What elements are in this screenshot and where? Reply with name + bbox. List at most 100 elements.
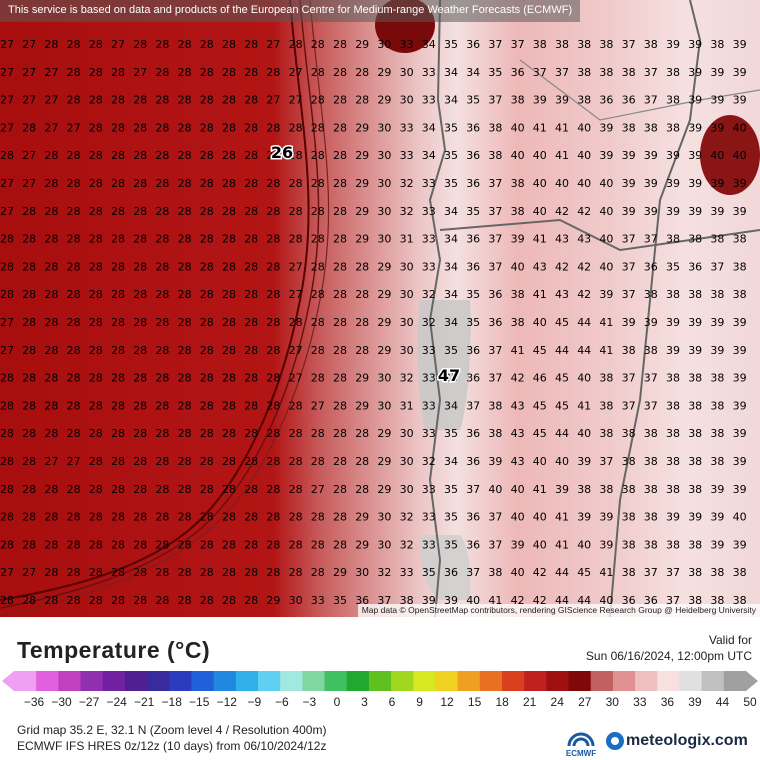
grid-value: 33 xyxy=(422,399,436,412)
grid-value: 28 xyxy=(311,455,325,468)
grid-value: 45 xyxy=(533,399,547,412)
grid-value: 28 xyxy=(111,511,125,524)
grid-value: 37 xyxy=(599,455,613,468)
grid-value: 28 xyxy=(22,511,36,524)
grid-value: 37 xyxy=(622,399,636,412)
temperature-map[interactable]: 27 27 28 28 28 27 28 28 28 28 28 28 27 28 28 28 29 30 33 34… xyxy=(0,0,760,617)
grid-value: 38 xyxy=(710,372,724,385)
grid-value: 28 xyxy=(244,260,258,273)
grid-value: 29 xyxy=(377,66,391,79)
grid-value: 38 xyxy=(511,205,525,218)
grid-value: 30 xyxy=(289,594,303,607)
grid-value: 37 xyxy=(710,260,724,273)
grid-value: 28 xyxy=(111,483,125,496)
grid-value: 39 xyxy=(622,205,636,218)
grid-value: 38 xyxy=(599,372,613,385)
grid-value: 39 xyxy=(710,344,724,357)
grid-value: 38 xyxy=(511,288,525,301)
grid-value: 37 xyxy=(488,372,502,385)
grid-value: 39 xyxy=(666,38,680,51)
grid-value: 28 xyxy=(155,66,169,79)
grid-value: 29 xyxy=(377,94,391,107)
scale-tick-label: 50 xyxy=(743,695,757,709)
grid-value: 40 xyxy=(733,511,747,524)
ecmwf-disclaimer: This service is based on data and produc… xyxy=(0,0,581,22)
grid-value: 39 xyxy=(599,149,613,162)
grid-value: 39 xyxy=(422,594,436,607)
grid-value: 31 xyxy=(400,233,414,246)
scale-color-step xyxy=(657,671,680,691)
value-grid: 27 27 28 28 28 27 28 28 28 28 28 28 27 28 28 28 29 30 33 34… xyxy=(0,38,747,607)
grid-value: 37 xyxy=(555,66,569,79)
grid-value: 41 xyxy=(533,483,547,496)
grid-value: 28 xyxy=(89,260,103,273)
grid-value: 28 xyxy=(67,205,81,218)
grid-value: 35 xyxy=(444,427,458,440)
grid-value: 41 xyxy=(533,288,547,301)
grid-value: 36 xyxy=(466,427,480,440)
meteologix-logo[interactable]: meteologix.com xyxy=(606,729,748,753)
grid-value: 39 xyxy=(733,399,747,412)
grid-value: 38 xyxy=(688,566,702,579)
grid-value: 28 xyxy=(111,594,125,607)
ecmwf-logo[interactable]: ECMWF xyxy=(561,728,601,758)
grid-value: 28 xyxy=(0,455,14,468)
grid-value: 38 xyxy=(688,399,702,412)
grid-value: 35 xyxy=(488,66,502,79)
scale-color-step xyxy=(590,671,614,691)
grid-value: 28 xyxy=(311,149,325,162)
grid-value: 28 xyxy=(133,121,147,134)
grid-value: 28 xyxy=(133,149,147,162)
grid-value: 39 xyxy=(733,94,747,107)
grid-value: 37 xyxy=(488,538,502,551)
grid-value: 28 xyxy=(155,260,169,273)
grid-value: 28 xyxy=(155,427,169,440)
grid-value: 40 xyxy=(577,121,591,134)
grid-value: 28 xyxy=(111,316,125,329)
scale-color-step xyxy=(368,671,392,691)
grid-value: 28 xyxy=(67,483,81,496)
grid-value: 42 xyxy=(533,594,547,607)
grid-value: 28 xyxy=(266,260,280,273)
grid-value: 28 xyxy=(22,121,36,134)
grid-value: 39 xyxy=(688,177,702,190)
grid-value: 28 xyxy=(111,121,125,134)
grid-value: 28 xyxy=(200,566,214,579)
grid-value: 28 xyxy=(355,288,369,301)
grid-value: 38 xyxy=(666,233,680,246)
grid-value: 28 xyxy=(155,399,169,412)
contour-line xyxy=(0,0,320,609)
grid-value: 32 xyxy=(400,538,414,551)
grid-value: 28 xyxy=(222,66,236,79)
grid-value: 38 xyxy=(555,38,569,51)
grid-value: 30 xyxy=(377,177,391,190)
grid-value: 27 xyxy=(133,66,147,79)
grid-value: 38 xyxy=(488,566,502,579)
grid-value: 44 xyxy=(577,594,591,607)
grid-value: 36 xyxy=(488,316,502,329)
grid-value: 28 xyxy=(133,288,147,301)
grid-value: 28 xyxy=(289,149,303,162)
grid-value: 39 xyxy=(688,511,702,524)
grid-value: 28 xyxy=(222,121,236,134)
grid-value: 28 xyxy=(311,233,325,246)
grid-value: 28 xyxy=(200,344,214,357)
grid-value: 28 xyxy=(67,427,81,440)
grid-value: 28 xyxy=(266,316,280,329)
map-canvas: 27 27 28 28 28 27 28 28 28 28 28 28 27 28 28 28 29 30 33 34… xyxy=(0,0,760,617)
grid-value: 28 xyxy=(133,483,147,496)
scale-color-step xyxy=(169,671,192,691)
grid-value: 34 xyxy=(444,288,458,301)
grid-value: 38 xyxy=(733,260,747,273)
grid-value: 30 xyxy=(377,511,391,524)
grid-value: 37 xyxy=(488,511,502,524)
map-attribution[interactable]: Map data © OpenStreetMap contributors, r… xyxy=(357,604,760,617)
scale-color-step xyxy=(723,671,747,691)
grid-value: 28 xyxy=(311,205,325,218)
grid-value: 41 xyxy=(555,121,569,134)
grid-value: 38 xyxy=(622,455,636,468)
grid-value: 45 xyxy=(577,566,591,579)
grid-value: 28 xyxy=(244,316,258,329)
grid-value: 39 xyxy=(733,372,747,385)
grid-value: 35 xyxy=(422,566,436,579)
